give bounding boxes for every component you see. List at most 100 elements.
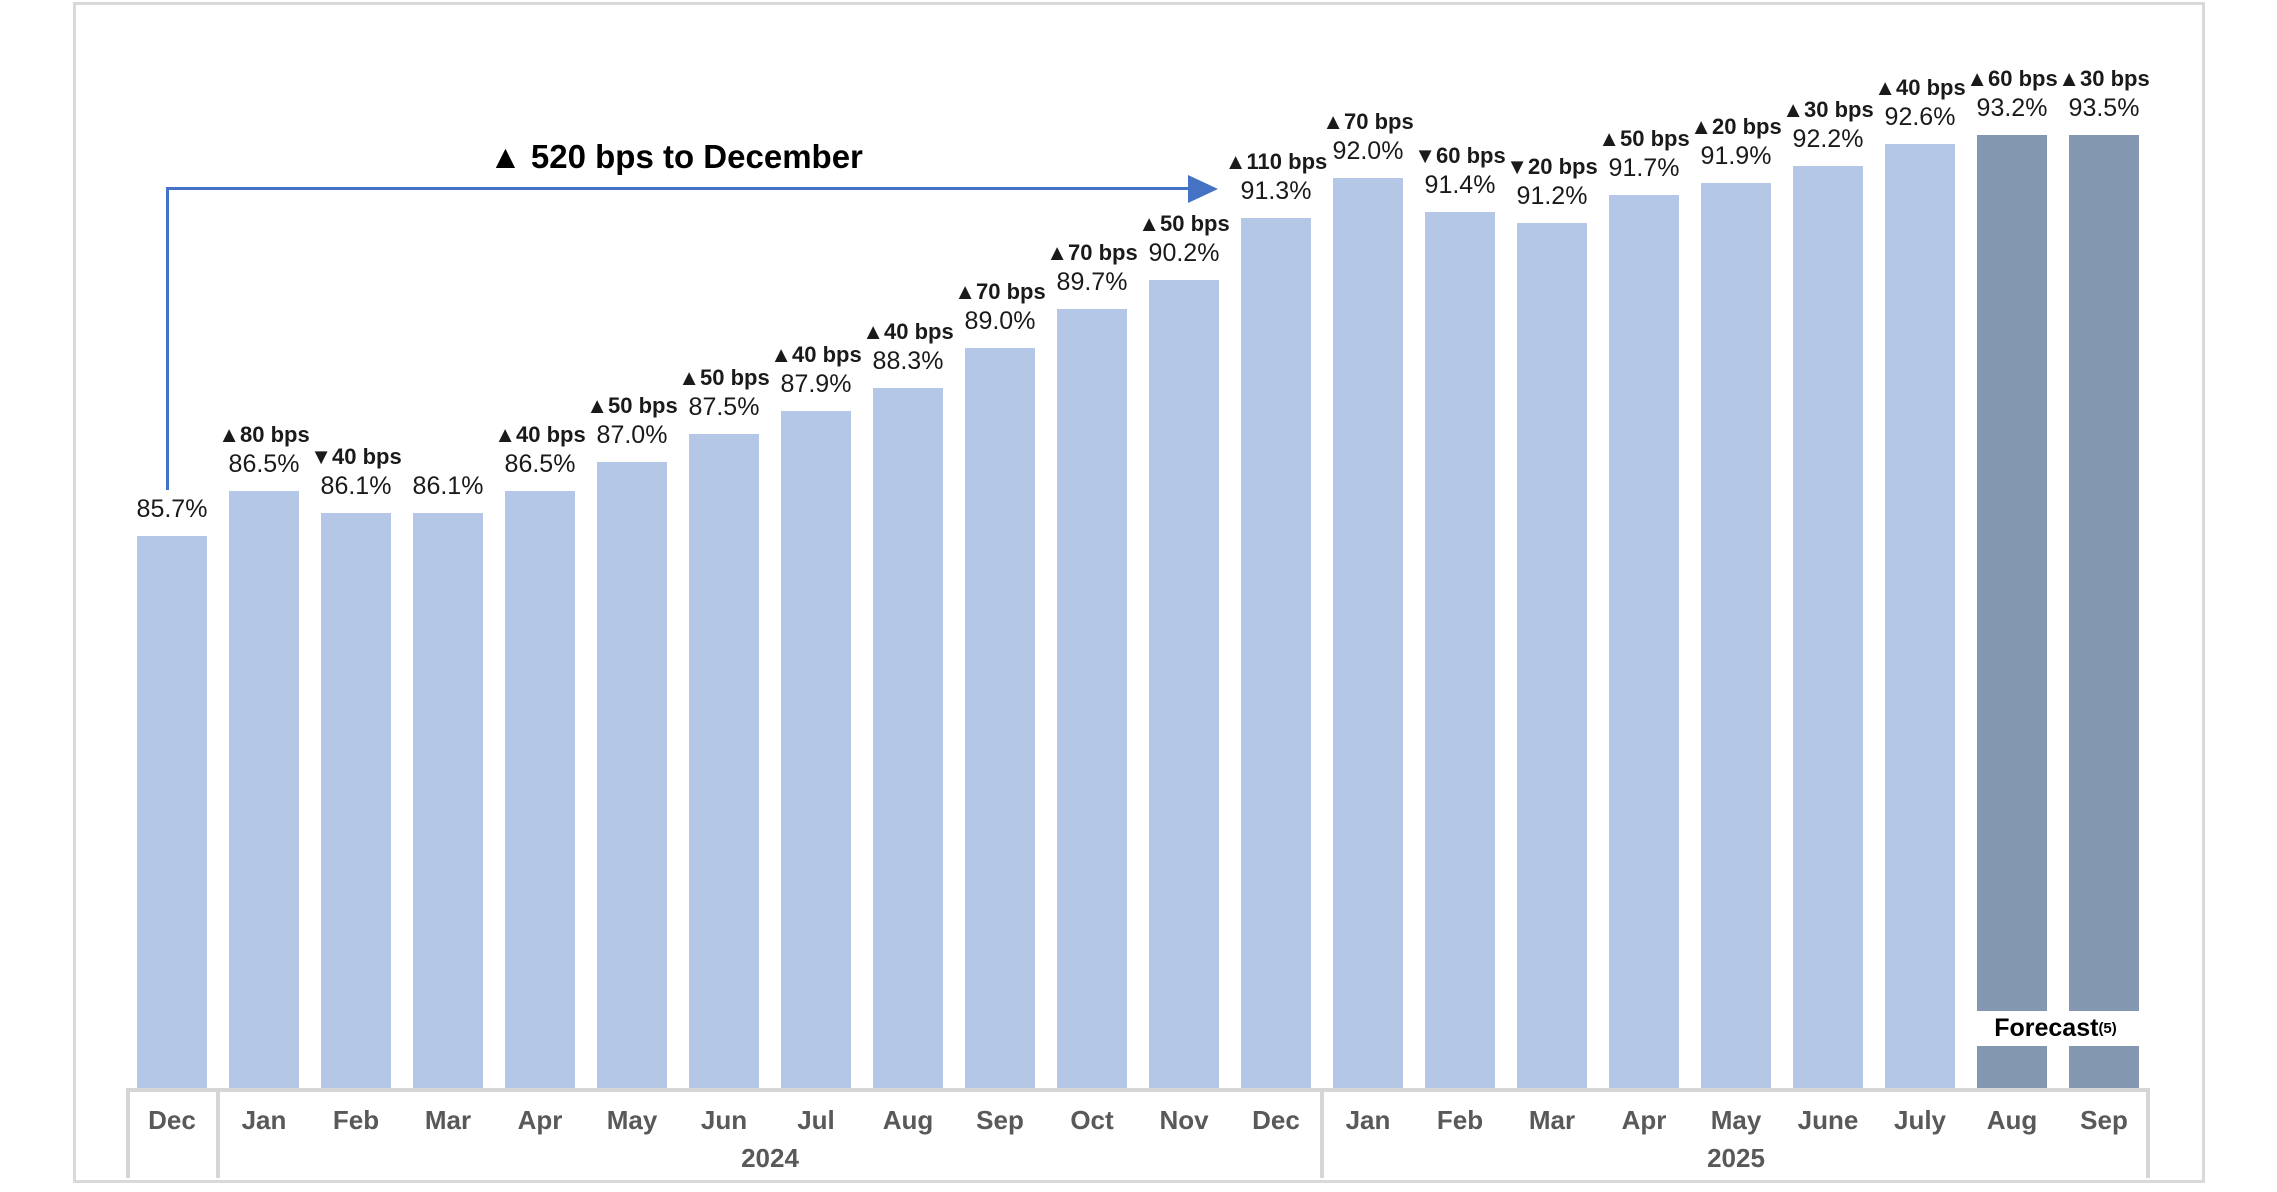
bar bbox=[1057, 309, 1127, 1088]
x-axis-month-label: Mar bbox=[1528, 1105, 1576, 1135]
bar bbox=[1149, 280, 1219, 1088]
bar-bps-change-label: ▲30 bps bbox=[2058, 66, 2150, 91]
bar-bps-change-label: ▲40 bps bbox=[1874, 75, 1966, 100]
bar-value-label: 91.4% bbox=[1424, 171, 1496, 199]
bar bbox=[321, 513, 391, 1088]
x-axis-tick-dec24-jan25 bbox=[1320, 1092, 1324, 1178]
annotation-arrow-head-icon bbox=[1188, 175, 1218, 203]
bar-column: ▲80 bps 86.5% bbox=[218, 64, 310, 1088]
bar-column: ▲40 bps 86.5% bbox=[494, 64, 586, 1088]
annotation-520bps-label: ▲ 520 bps to December bbox=[489, 138, 863, 175]
bar-column: ▲50 bps 90.2% bbox=[1138, 64, 1230, 1088]
bar bbox=[873, 388, 943, 1088]
bar-value-label: 93.5% bbox=[2068, 94, 2140, 122]
bar-column: 85.7% bbox=[126, 64, 218, 1088]
bar-bps-change-label: ▲50 bps bbox=[586, 393, 678, 418]
forecast-badge: Forecast (5) bbox=[1964, 1011, 2147, 1046]
bar-column: ▲50 bps 87.0% bbox=[586, 64, 678, 1088]
bar-value-label: 89.7% bbox=[1056, 268, 1128, 296]
bar bbox=[689, 434, 759, 1088]
bar-bps-change-label: ▲70 bps bbox=[1322, 109, 1414, 134]
x-axis-tick-dec23-jan24 bbox=[216, 1092, 220, 1178]
bar-column: ▲70 bps 92.0% bbox=[1322, 64, 1414, 1088]
x-axis-month-label: May bbox=[606, 1105, 658, 1135]
bar bbox=[1793, 166, 1863, 1088]
bar-column: ▼60 bps 91.4% bbox=[1414, 64, 1506, 1088]
x-axis-month-label: May bbox=[1710, 1105, 1762, 1135]
x-axis-month-label: Apr bbox=[517, 1105, 563, 1135]
bar-value-label: 91.2% bbox=[1516, 182, 1588, 210]
bar-value-label: 86.5% bbox=[228, 450, 300, 478]
bar-column: ▲30 bps 92.2% bbox=[1782, 64, 1874, 1088]
bar-value-label: 87.0% bbox=[596, 421, 668, 449]
bar-bps-change-label: ▲50 bps bbox=[1138, 211, 1230, 236]
bar-bps-change-label: ▲80 bps bbox=[218, 422, 310, 447]
bar-value-label: 92.2% bbox=[1792, 125, 1864, 153]
x-axis-month-label: Dec bbox=[1252, 1105, 1300, 1135]
bar-value-label: 86.1% bbox=[320, 472, 392, 500]
bar-bps-change-label: ▲70 bps bbox=[954, 279, 1046, 304]
x-axis-month-label: Jan bbox=[1345, 1105, 1391, 1135]
bar-column: ▲50 bps 87.5% bbox=[678, 64, 770, 1088]
bar bbox=[1885, 144, 1955, 1088]
bar bbox=[1425, 212, 1495, 1088]
forecast-label: Forecast bbox=[1994, 1014, 2099, 1042]
x-axis-month-label: Apr bbox=[1621, 1105, 1667, 1135]
bar-bps-change-label: ▲50 bps bbox=[678, 365, 770, 390]
bar-column: ▲40 bps 92.6% bbox=[1874, 64, 1966, 1088]
bar-bps-change-label: ▲110 bps bbox=[1224, 149, 1328, 174]
bar-value-label: 89.0% bbox=[964, 307, 1036, 335]
bar-value-label: 91.3% bbox=[1240, 177, 1312, 205]
bar bbox=[1241, 218, 1311, 1088]
bar bbox=[1977, 135, 2047, 1088]
bar-column: ▼20 bps 91.2% bbox=[1506, 64, 1598, 1088]
x-axis-month-label: Aug bbox=[1986, 1105, 2038, 1135]
bar-bps-change-label: ▼60 bps bbox=[1414, 143, 1506, 168]
bar bbox=[1517, 223, 1587, 1088]
annotation-arrow-vertical-line bbox=[166, 187, 169, 490]
bar-column: ▲20 bps 91.9% bbox=[1690, 64, 1782, 1088]
bar-column: ▼40 bps 86.1% bbox=[310, 64, 402, 1088]
x-axis-month-label: Oct bbox=[1070, 1105, 1114, 1135]
bar-value-label: 87.5% bbox=[688, 393, 760, 421]
bar-value-label: 86.1% bbox=[412, 472, 484, 500]
x-axis-month-label: Sep bbox=[976, 1105, 1024, 1135]
bar bbox=[229, 491, 299, 1088]
x-axis-month-label: Jan bbox=[241, 1105, 287, 1135]
x-axis-tick-left bbox=[126, 1092, 130, 1178]
x-axis: Dec Jan Feb Mar Apr May Jun Jul Aug Sep Oct Nov Dec J… bbox=[126, 1088, 2150, 1178]
bar bbox=[965, 348, 1035, 1088]
x-axis-month-row: Dec Jan Feb Mar Apr May Jun Jul Aug Sep Oct Nov Dec J… bbox=[126, 1092, 2150, 1136]
bar-value-label: 87.9% bbox=[780, 370, 852, 398]
bar-bps-change-label: ▲50 bps bbox=[1598, 126, 1690, 151]
bar-column: ▲110 bps 91.3% bbox=[1225, 64, 1327, 1088]
bar-bps-change-label: ▲30 bps bbox=[1782, 97, 1874, 122]
bar bbox=[505, 491, 575, 1088]
bar bbox=[597, 462, 667, 1088]
x-axis-month-label: Jul bbox=[797, 1105, 835, 1135]
x-axis-year-label-2024: 2024 bbox=[741, 1143, 799, 1173]
bar-bps-change-label: ▲70 bps bbox=[1046, 240, 1138, 265]
bar-value-label: 85.7% bbox=[136, 495, 208, 523]
bar-bps-change-label: ▲20 bps bbox=[1690, 114, 1782, 139]
x-axis-month-label: Sep bbox=[2080, 1105, 2128, 1135]
bar-bps-change-label: ▼20 bps bbox=[1506, 154, 1598, 179]
forecast-footnote-marker: (5) bbox=[2098, 1020, 2117, 1037]
x-axis-month-label: July bbox=[1893, 1105, 1947, 1135]
bar-column: ▲70 bps 89.7% bbox=[1046, 64, 1138, 1088]
x-axis-month-label: Mar bbox=[424, 1105, 472, 1135]
x-axis-month-label: Jun bbox=[700, 1105, 748, 1135]
bar-value-label: 92.6% bbox=[1884, 103, 1956, 131]
x-axis-month-label: Feb bbox=[1436, 1105, 1484, 1135]
x-axis-month-label: Aug bbox=[882, 1105, 934, 1135]
bar bbox=[1333, 178, 1403, 1088]
bar-column: ▲40 bps 87.9% bbox=[770, 64, 862, 1088]
bar-value-label: 91.9% bbox=[1700, 142, 1772, 170]
bar-column: ▲40 bps 88.3% bbox=[862, 64, 954, 1088]
bar bbox=[1609, 195, 1679, 1088]
bar-bps-change-label: ▲40 bps bbox=[862, 319, 954, 344]
bar-bps-change-label: ▲60 bps bbox=[1966, 66, 2058, 91]
bar bbox=[781, 411, 851, 1088]
bar bbox=[137, 536, 207, 1088]
bar-bps-change-label: ▲40 bps bbox=[494, 422, 586, 447]
